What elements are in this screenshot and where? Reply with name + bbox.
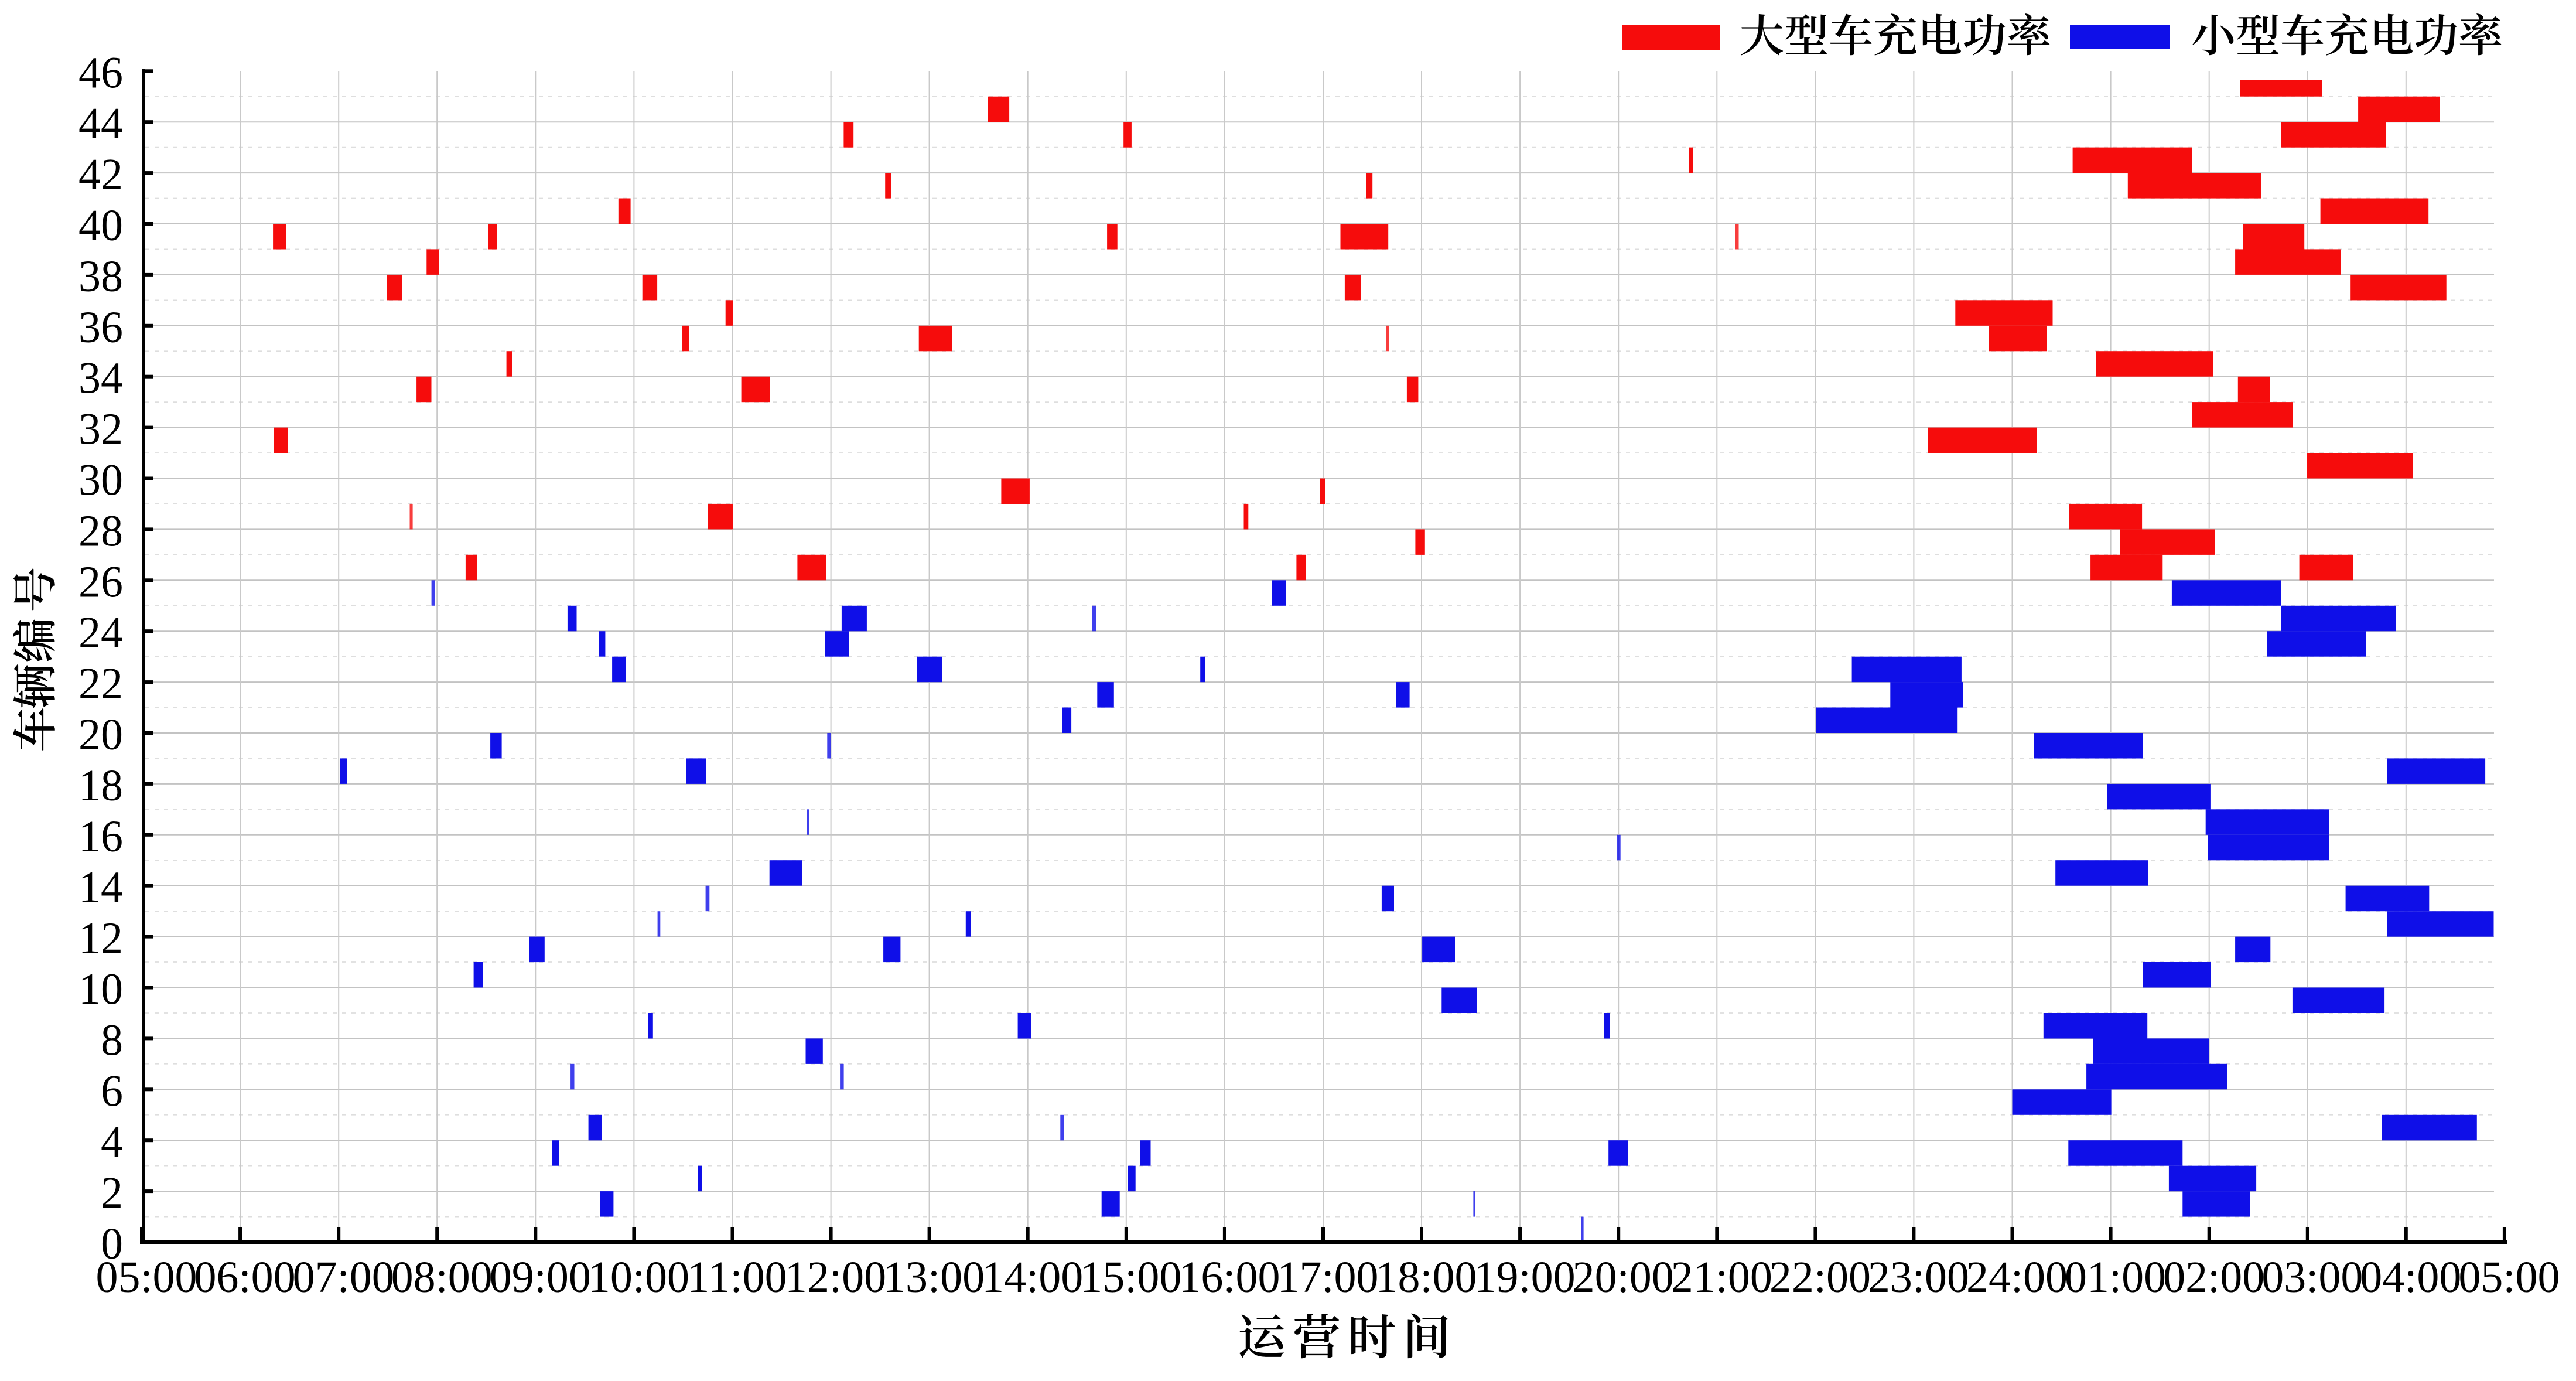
svg-text:11:00: 11:00	[687, 1253, 787, 1302]
svg-text:26: 26	[78, 557, 123, 606]
svg-text:01:00: 01:00	[2065, 1253, 2166, 1302]
svg-text:09:00: 09:00	[490, 1253, 591, 1302]
svg-text:04:00: 04:00	[2360, 1253, 2461, 1302]
svg-text:20: 20	[78, 710, 123, 759]
svg-text:18: 18	[78, 761, 123, 810]
svg-text:03:00: 03:00	[2261, 1253, 2363, 1302]
svg-text:14:00: 14:00	[982, 1253, 1083, 1302]
svg-text:02:00: 02:00	[2163, 1253, 2264, 1302]
svg-text:22: 22	[78, 659, 123, 708]
svg-text:24:00: 24:00	[1966, 1253, 2068, 1302]
svg-text:32: 32	[78, 405, 123, 454]
svg-text:20:00: 20:00	[1573, 1253, 1674, 1302]
svg-text:16:00: 16:00	[1178, 1253, 1280, 1302]
svg-text:42: 42	[78, 150, 123, 199]
svg-text:07:00: 07:00	[293, 1253, 394, 1302]
svg-text:12:00: 12:00	[785, 1253, 886, 1302]
svg-text:08:00: 08:00	[391, 1253, 493, 1302]
svg-text:05:00: 05:00	[95, 1253, 197, 1302]
svg-text:38: 38	[78, 252, 123, 301]
svg-text:6: 6	[101, 1066, 123, 1116]
svg-text:16: 16	[78, 812, 123, 861]
svg-text:24: 24	[78, 608, 123, 657]
svg-text:0: 0	[101, 1219, 123, 1269]
svg-text:8: 8	[101, 1015, 123, 1065]
svg-text:46: 46	[78, 48, 123, 97]
svg-text:22:00: 22:00	[1769, 1253, 1871, 1302]
svg-text:36: 36	[78, 303, 123, 352]
svg-text:14: 14	[78, 863, 123, 912]
svg-text:34: 34	[78, 354, 123, 403]
svg-text:12: 12	[78, 914, 123, 963]
svg-text:18:00: 18:00	[1375, 1253, 1477, 1302]
svg-text:06:00: 06:00	[194, 1253, 296, 1302]
svg-text:23:00: 23:00	[1868, 1253, 1969, 1302]
svg-text:19:00: 19:00	[1474, 1253, 1576, 1302]
svg-text:4: 4	[101, 1117, 123, 1167]
svg-text:28: 28	[78, 506, 123, 555]
svg-text:21:00: 21:00	[1671, 1253, 1772, 1302]
svg-text:05:00: 05:00	[2458, 1253, 2560, 1302]
svg-text:15:00: 15:00	[1080, 1253, 1181, 1302]
svg-text:10:00: 10:00	[588, 1253, 689, 1302]
svg-text:30: 30	[78, 456, 123, 505]
svg-text:44: 44	[78, 99, 123, 148]
svg-text:13:00: 13:00	[883, 1253, 985, 1302]
svg-text:10: 10	[78, 965, 123, 1014]
svg-text:2: 2	[101, 1168, 123, 1218]
svg-text:17:00: 17:00	[1277, 1253, 1378, 1302]
svg-text:40: 40	[78, 201, 123, 250]
